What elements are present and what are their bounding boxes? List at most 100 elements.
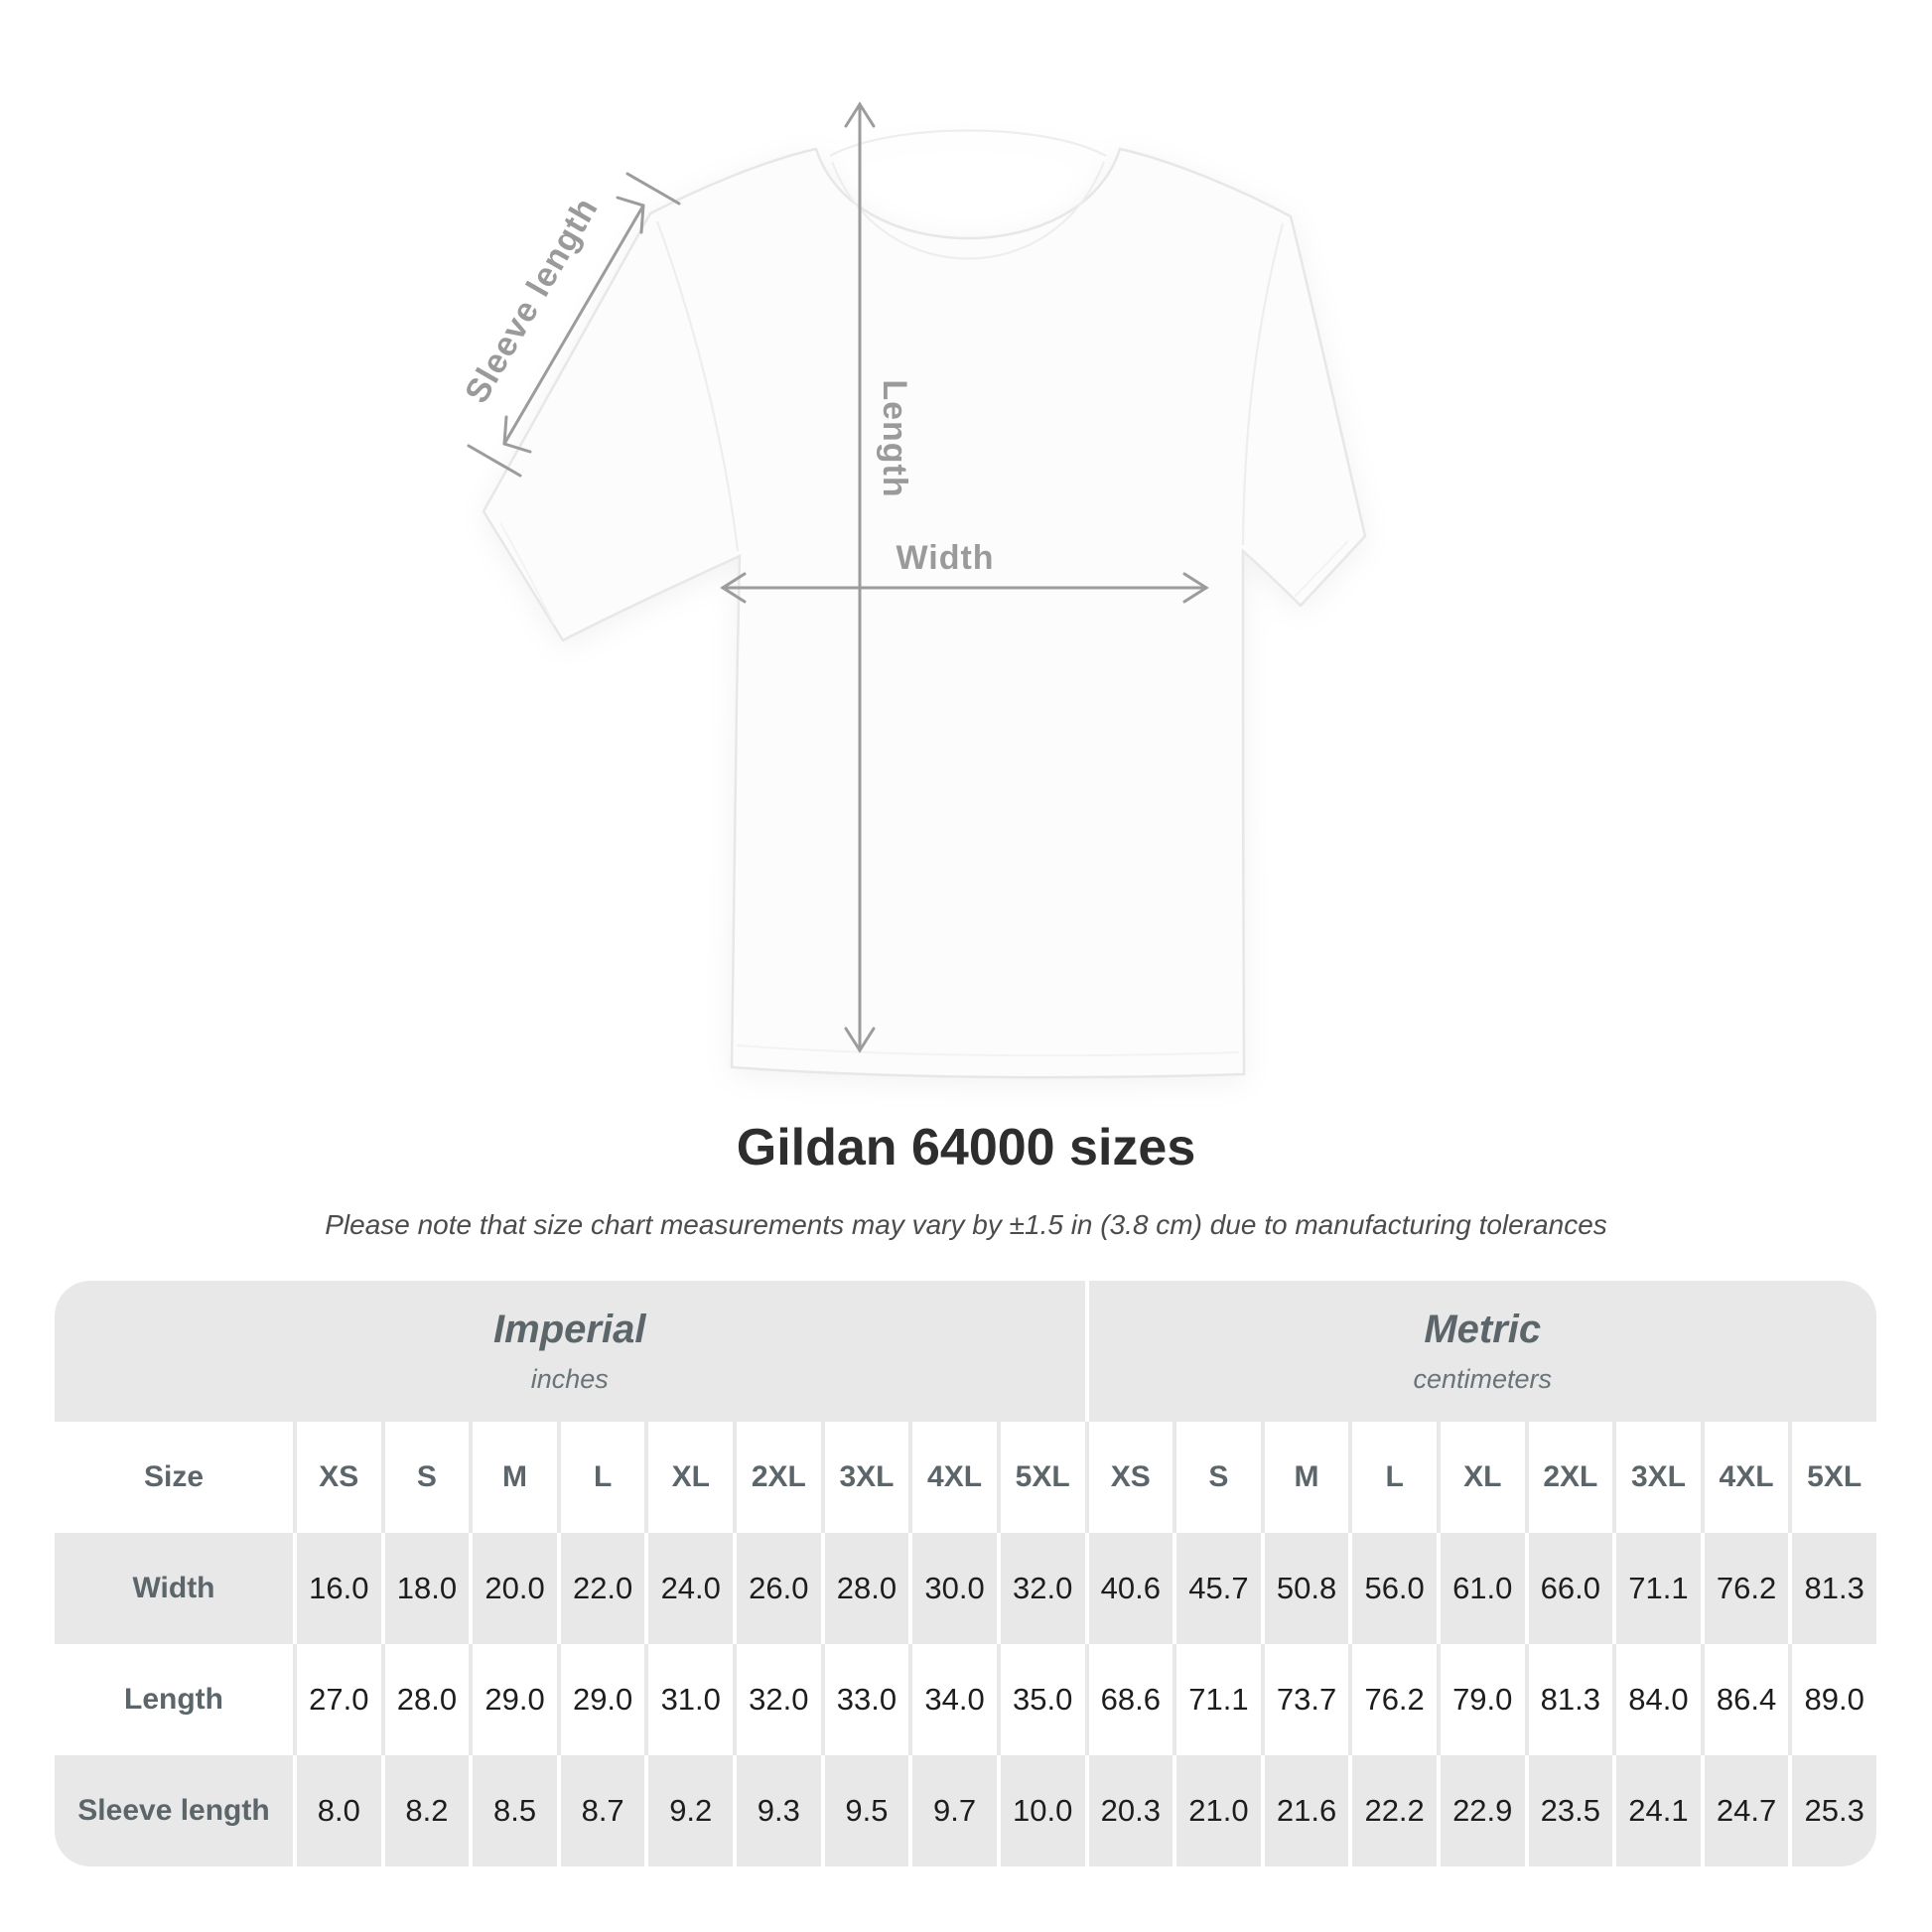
value-cell: 33.0: [824, 1644, 909, 1755]
value-cell: 8.5: [473, 1755, 557, 1866]
metric-unit: centimeters: [1413, 1364, 1553, 1394]
length-label: Length: [876, 379, 913, 497]
value-cell: 23.5: [1528, 1755, 1613, 1866]
value-cell: 68.6: [1088, 1644, 1173, 1755]
width-label: Width: [896, 539, 994, 577]
value-cell: 28.0: [384, 1644, 470, 1755]
value-cell: 22.2: [1352, 1755, 1437, 1866]
size-column-header: 2XL: [1528, 1422, 1613, 1533]
size-column-header: 5XL: [1000, 1422, 1085, 1533]
size-column-header: S: [384, 1422, 470, 1533]
value-cell: 81.3: [1528, 1644, 1613, 1755]
value-cell: 79.0: [1440, 1644, 1525, 1755]
value-cell: 81.3: [1792, 1533, 1876, 1644]
page-title: Gildan 64000 sizes: [736, 1119, 1196, 1176]
size-header-row: Size XS S M L XL 2XL 3XL 4XL 5XL XS S M L XL 2XL 3XL 4XL…: [55, 1422, 1876, 1533]
value-cell: 25.3: [1792, 1755, 1876, 1866]
value-cell: 9.3: [737, 1755, 821, 1866]
tshirt-shape: [482, 129, 1367, 1079]
size-column-header: S: [1176, 1422, 1261, 1533]
row-label: Sleeve length: [55, 1755, 293, 1866]
value-cell: 56.0: [1352, 1533, 1437, 1644]
size-column-header: XL: [1440, 1422, 1525, 1533]
value-cell: 40.6: [1088, 1533, 1173, 1644]
tshirt-illustration: Length Width Sleeve length: [458, 101, 1367, 1079]
value-cell: 30.0: [912, 1533, 997, 1644]
row-label: Length: [55, 1644, 293, 1755]
size-column-header: 3XL: [824, 1422, 909, 1533]
value-cell: 73.7: [1264, 1644, 1349, 1755]
value-cell: 28.0: [824, 1533, 909, 1644]
metric-title: Metric: [1424, 1308, 1542, 1351]
value-cell: 50.8: [1264, 1533, 1349, 1644]
imperial-section-header: Imperial inches: [55, 1281, 1085, 1422]
metric-section-header: Metric centimeters: [1088, 1281, 1876, 1422]
value-cell: 27.0: [297, 1644, 381, 1755]
table-row: Width 16.0 18.0 20.0 22.0 24.0 26.0 28.0 30.0 32.…: [55, 1533, 1876, 1644]
value-cell: 76.2: [1352, 1644, 1437, 1755]
value-cell: 84.0: [1616, 1644, 1701, 1755]
size-column-header: M: [1264, 1422, 1349, 1533]
value-cell: 61.0: [1440, 1533, 1525, 1644]
left-sleeve-seam: [655, 220, 740, 552]
value-cell: 89.0: [1792, 1644, 1876, 1755]
value-cell: 29.0: [473, 1644, 557, 1755]
right-cuff-seam: [1294, 540, 1349, 598]
value-cell: 24.0: [648, 1533, 734, 1644]
size-column-header: M: [473, 1422, 557, 1533]
tshirt-diagram: Length Width Sleeve length: [447, 65, 1440, 1117]
value-cell: 71.1: [1616, 1533, 1701, 1644]
row-label: Width: [55, 1533, 293, 1644]
hem-seam: [736, 1044, 1240, 1057]
size-column-header: 4XL: [912, 1422, 997, 1533]
size-column-header: L: [1352, 1422, 1437, 1533]
value-cell: 20.3: [1088, 1755, 1173, 1866]
value-cell: 8.7: [560, 1755, 645, 1866]
table-body: Width 16.0 18.0 20.0 22.0 24.0 26.0 28.0 30.0 32.…: [55, 1533, 1876, 1866]
size-column-header: XS: [297, 1422, 381, 1533]
size-column-header: 2XL: [737, 1422, 821, 1533]
value-cell: 26.0: [737, 1533, 821, 1644]
imperial-title: Imperial: [493, 1308, 646, 1351]
table-row: Length 27.0 28.0 29.0 29.0 31.0 32.0 33.0 34.0 35…: [55, 1644, 1876, 1755]
value-cell: 21.6: [1264, 1755, 1349, 1866]
size-table: Imperial inches Metric centimeters Size …: [55, 1281, 1876, 1866]
value-cell: 32.0: [737, 1644, 821, 1755]
value-cell: 35.0: [1000, 1644, 1085, 1755]
size-header-label: Size: [55, 1422, 293, 1533]
width-arrow: [720, 572, 1209, 604]
unit-band-row: Imperial inches Metric centimeters: [55, 1281, 1876, 1422]
value-cell: 76.2: [1704, 1533, 1789, 1644]
size-column-header: 4XL: [1704, 1422, 1789, 1533]
value-cell: 66.0: [1528, 1533, 1613, 1644]
value-cell: 29.0: [560, 1644, 645, 1755]
right-sleeve-seam: [1241, 222, 1285, 546]
value-cell: 10.0: [1000, 1755, 1085, 1866]
left-cuff-seam: [499, 522, 555, 625]
back-collar-edge: [829, 129, 1107, 157]
size-column-header: XL: [648, 1422, 734, 1533]
tolerance-note: Please note that size chart measurements…: [325, 1209, 1607, 1240]
value-cell: 22.9: [1440, 1755, 1525, 1866]
value-cell: 9.2: [648, 1755, 734, 1866]
value-cell: 9.5: [824, 1755, 909, 1866]
value-cell: 32.0: [1000, 1533, 1085, 1644]
sleeve-length-arrow: [467, 172, 681, 478]
value-cell: 8.0: [297, 1755, 381, 1866]
size-column-header: 5XL: [1792, 1422, 1876, 1533]
value-cell: 86.4: [1704, 1644, 1789, 1755]
value-cell: 8.2: [384, 1755, 470, 1866]
value-cell: 24.7: [1704, 1755, 1789, 1866]
value-cell: 21.0: [1176, 1755, 1261, 1866]
imperial-unit: inches: [530, 1364, 609, 1394]
value-cell: 31.0: [648, 1644, 734, 1755]
size-column-header: 3XL: [1616, 1422, 1701, 1533]
value-cell: 20.0: [473, 1533, 557, 1644]
size-column-header: XS: [1088, 1422, 1173, 1533]
value-cell: 22.0: [560, 1533, 645, 1644]
value-cell: 24.1: [1616, 1755, 1701, 1866]
size-column-header: L: [560, 1422, 645, 1533]
value-cell: 18.0: [384, 1533, 470, 1644]
value-cell: 45.7: [1176, 1533, 1261, 1644]
